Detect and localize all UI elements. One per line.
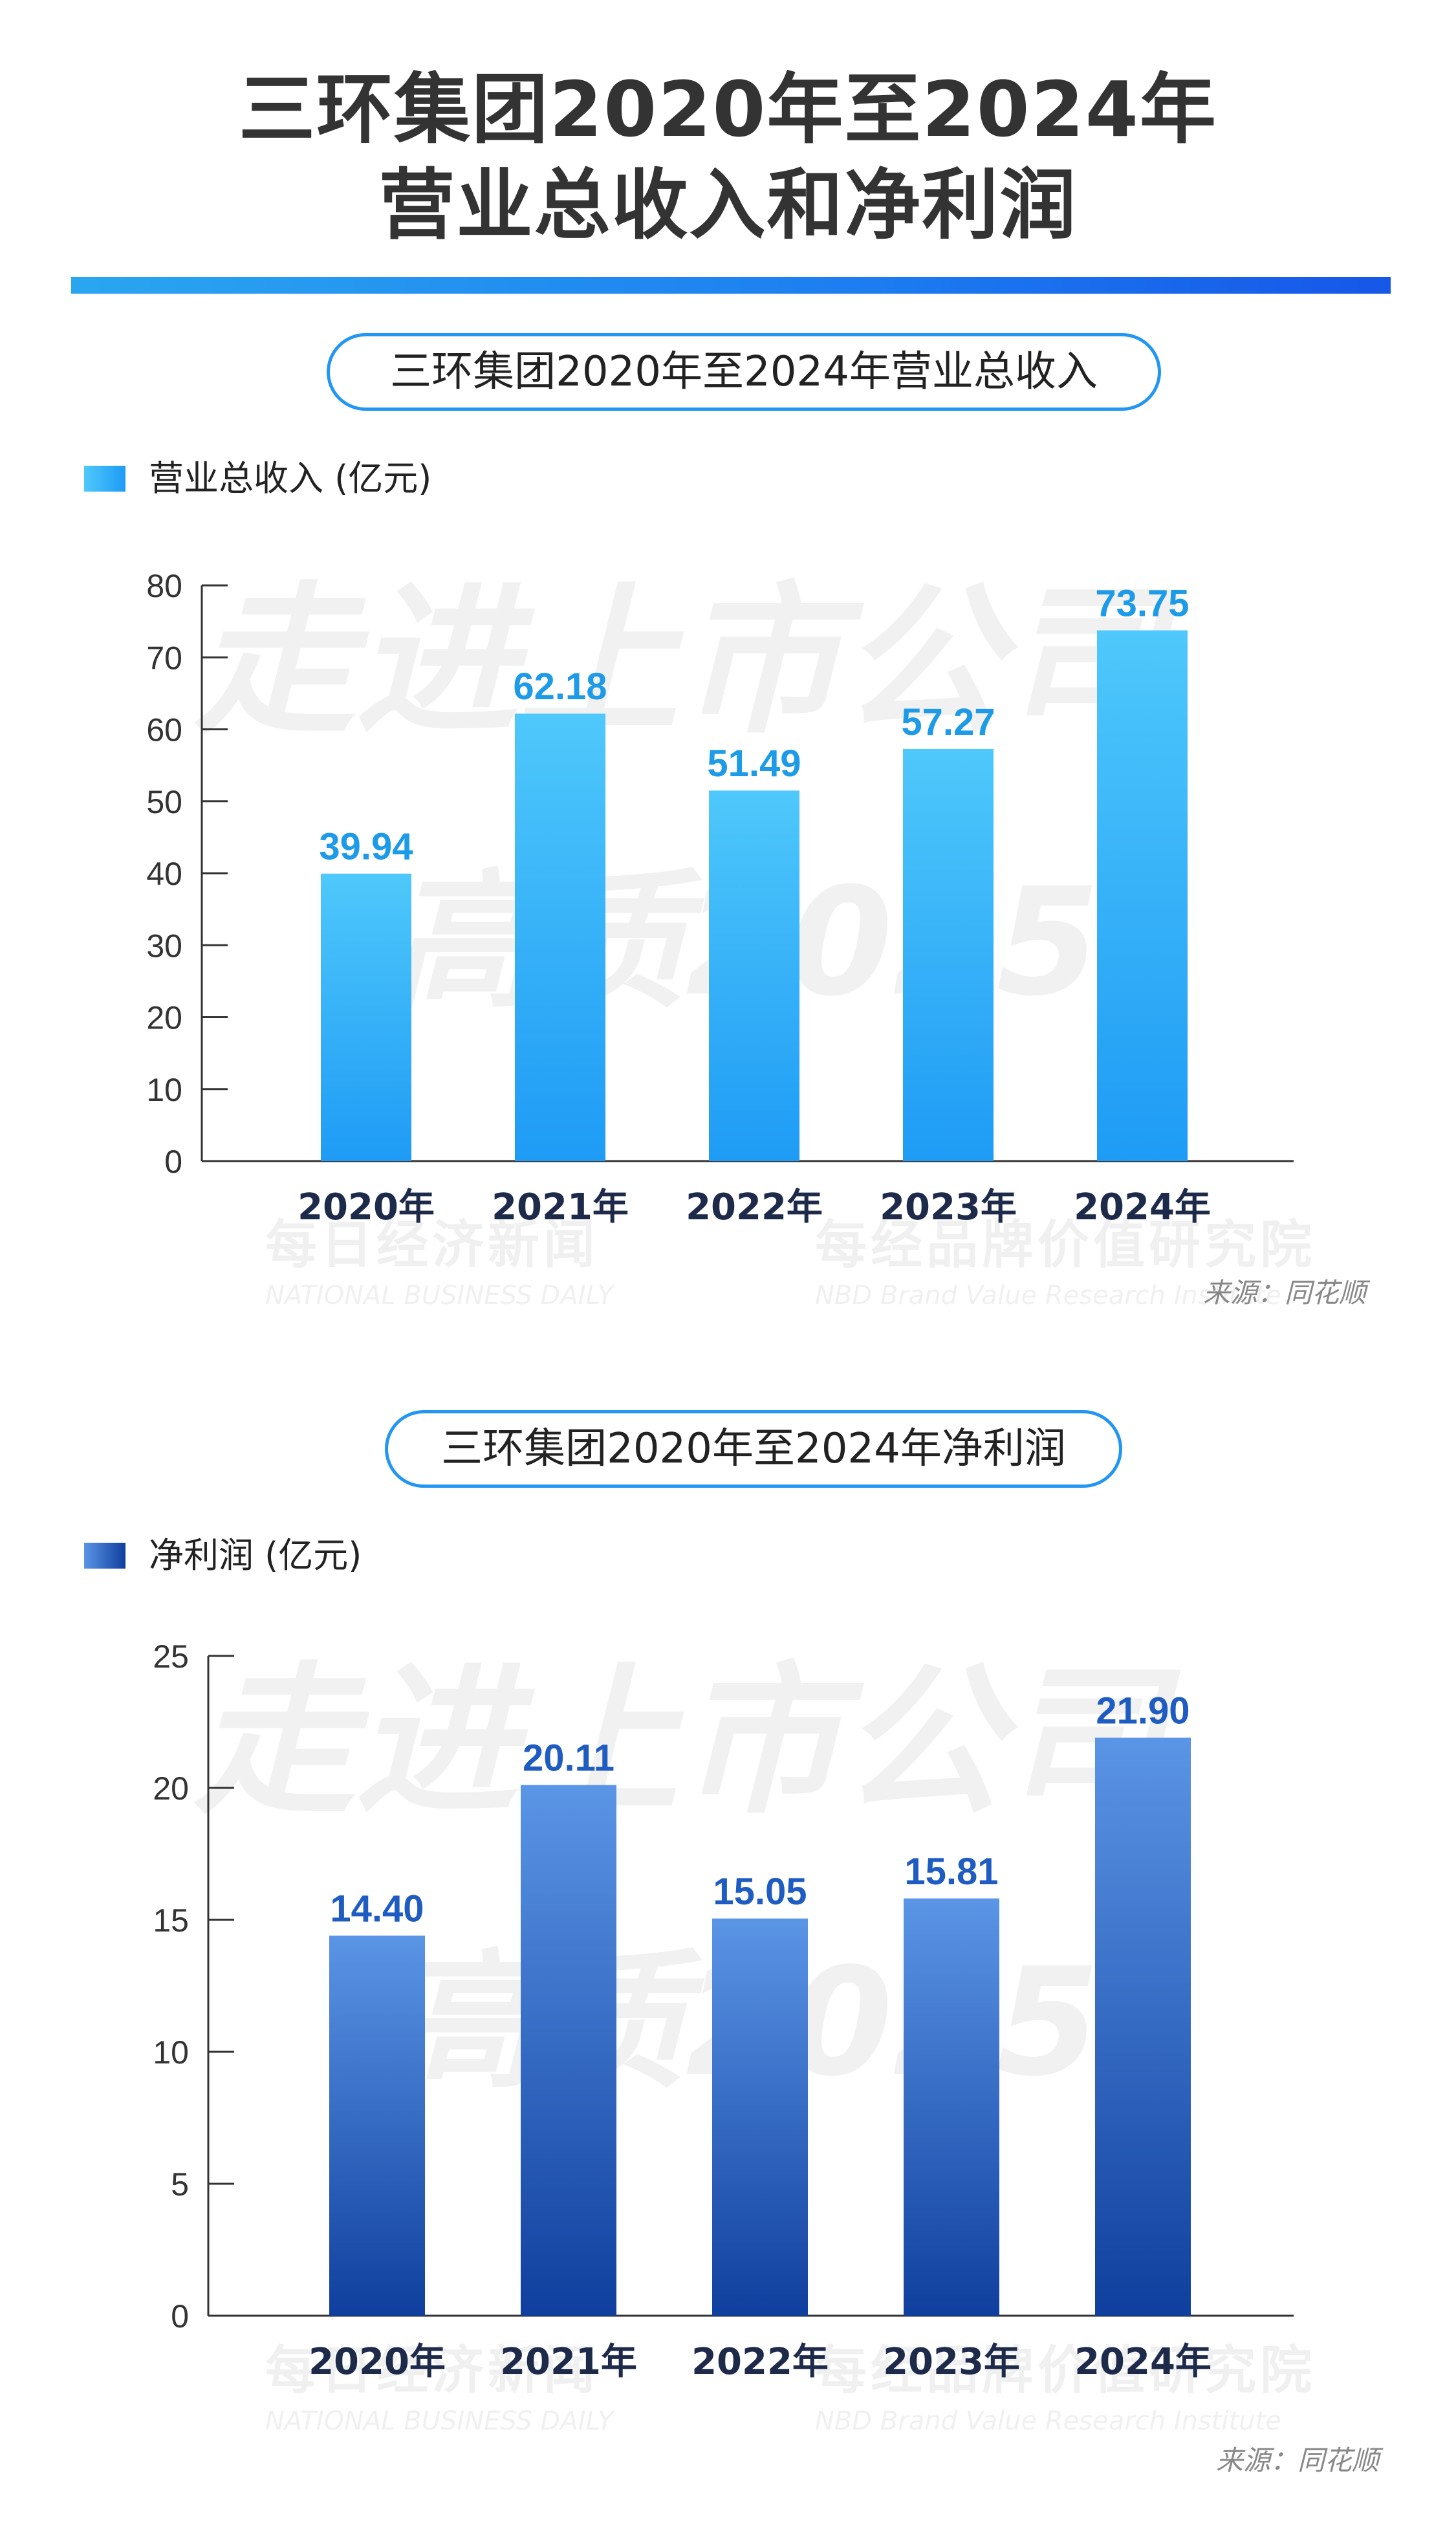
legend-swatch-profit bbox=[84, 1543, 125, 1569]
y-tick-label: 80 bbox=[146, 568, 182, 604]
bar bbox=[515, 713, 605, 1161]
watermark-brand-en: NBD Brand Value Research Institute bbox=[815, 1281, 1281, 1311]
y-tick-label: 60 bbox=[146, 712, 182, 748]
y-tick-label: 20 bbox=[146, 1000, 182, 1036]
bar bbox=[521, 1785, 616, 2316]
y-tick-label: 0 bbox=[164, 1144, 182, 1180]
legend-swatch-revenue bbox=[84, 466, 125, 492]
source-label: 来源：同花顺 bbox=[1216, 2444, 1380, 2476]
legend-label-revenue: 营业总收入 (亿元) bbox=[149, 458, 432, 499]
bar-value-label: 15.81 bbox=[904, 1851, 998, 1893]
watermark-brand: 每经品牌价值研究院 NBD Brand Value Research Insti… bbox=[815, 2329, 1316, 2436]
y-tick-label: 10 bbox=[146, 1072, 182, 1108]
bar bbox=[709, 790, 799, 1161]
y-tick-label: 15 bbox=[153, 1902, 189, 1939]
watermark-big-text: 走进上市公司 bbox=[194, 567, 1164, 756]
title-divider-bar bbox=[71, 277, 1391, 294]
y-tick-label: 30 bbox=[146, 928, 182, 964]
watermark-brand-cn: 每经品牌价值研究院 bbox=[815, 1215, 1316, 1275]
bar-value-label: 39.94 bbox=[319, 826, 413, 868]
x-tick-label: 2023年 bbox=[880, 1186, 1017, 1228]
bar-value-label: 20.11 bbox=[523, 1737, 614, 1779]
y-tick-label: 5 bbox=[171, 2166, 189, 2203]
watermark-brand-cn: 每日经济新闻 bbox=[265, 2340, 599, 2400]
x-tick-label: 2020年 bbox=[309, 2341, 446, 2380]
watermark-brand-en: NATIONAL BUSINESS DAILY bbox=[265, 1281, 614, 1311]
x-tick-label: 2020年 bbox=[298, 1186, 435, 1228]
bar bbox=[903, 748, 994, 1161]
bar-value-label: 62.18 bbox=[513, 666, 607, 708]
bar bbox=[329, 1935, 425, 2316]
watermark-brand-en: NBD Brand Value Research Institute bbox=[815, 2406, 1281, 2436]
watermark-brand: 每日经济新闻 NATIONAL BUSINESS DAILY bbox=[265, 2329, 613, 2436]
page-title: 三环集团2020年至2024年 营业总收入和净利润 bbox=[0, 61, 1456, 253]
profit-bar-chart: 0 5 10 15 20 25 14.40 2020年 20.11 2021年 15.05 2022年… bbox=[153, 1638, 1294, 2380]
watermark-brand-en: NATIONAL BUSINESS DAILY bbox=[265, 2406, 614, 2436]
x-tick-label: 2024年 bbox=[1074, 2341, 1212, 2380]
bar bbox=[321, 873, 411, 1161]
y-tick-label: 50 bbox=[146, 784, 182, 820]
x-tick-label: 2021年 bbox=[500, 2341, 637, 2380]
x-tick-label: 2021年 bbox=[492, 1186, 629, 1228]
watermark-brand-cn: 每日经济新闻 bbox=[265, 1215, 599, 1275]
bar bbox=[712, 1918, 808, 2316]
revenue-bar-chart: 0 10 20 30 40 50 60 70 80 39.94 2020年 62.18 2021年 51.… bbox=[146, 568, 1294, 1228]
watermark-brand: 每日经济新闻 NATIONAL BUSINESS DAILY bbox=[265, 1203, 613, 1311]
bar bbox=[1097, 630, 1188, 1161]
bar-value-label: 51.49 bbox=[707, 743, 801, 785]
bar bbox=[904, 1898, 999, 2316]
bar-value-label: 73.75 bbox=[1095, 583, 1189, 625]
watermark-big-text: 走进上市公司 bbox=[194, 1648, 1164, 1836]
x-tick-label: 2022年 bbox=[691, 2341, 829, 2380]
bar-value-label: 14.40 bbox=[330, 1888, 424, 1930]
bar-value-label: 57.27 bbox=[901, 701, 995, 743]
x-tick-label: 2022年 bbox=[686, 1186, 823, 1228]
bar-value-label: 21.90 bbox=[1096, 1690, 1190, 1732]
page-title-line1: 三环集团2020年至2024年 bbox=[239, 65, 1217, 154]
watermark-brand-cn: 每经品牌价值研究院 bbox=[815, 2340, 1316, 2400]
x-tick-label: 2023年 bbox=[883, 2341, 1020, 2380]
x-tick-label: 2024年 bbox=[1074, 1186, 1211, 1228]
source-label: 来源：同花顺 bbox=[1203, 1277, 1367, 1309]
y-tick-label: 0 bbox=[171, 2298, 189, 2334]
y-tick-label: 10 bbox=[153, 2034, 189, 2071]
chart-title-profit: 三环集团2020年至2024年净利润 bbox=[385, 1410, 1122, 1488]
chart-title-revenue: 三环集团2020年至2024年营业总收入 bbox=[327, 333, 1161, 411]
bar-value-label: 15.05 bbox=[713, 1871, 807, 1913]
y-tick-label: 70 bbox=[146, 640, 182, 676]
bar bbox=[1095, 1737, 1191, 2316]
y-tick-label: 20 bbox=[153, 1770, 189, 1807]
y-tick-label: 25 bbox=[153, 1638, 189, 1675]
legend-label-profit: 净利润 (亿元) bbox=[149, 1535, 362, 1576]
watermark-brand: 每经品牌价值研究院 NBD Brand Value Research Insti… bbox=[815, 1203, 1316, 1311]
y-tick-label: 40 bbox=[146, 856, 182, 892]
page-title-line2: 营业总收入和净利润 bbox=[378, 160, 1078, 250]
